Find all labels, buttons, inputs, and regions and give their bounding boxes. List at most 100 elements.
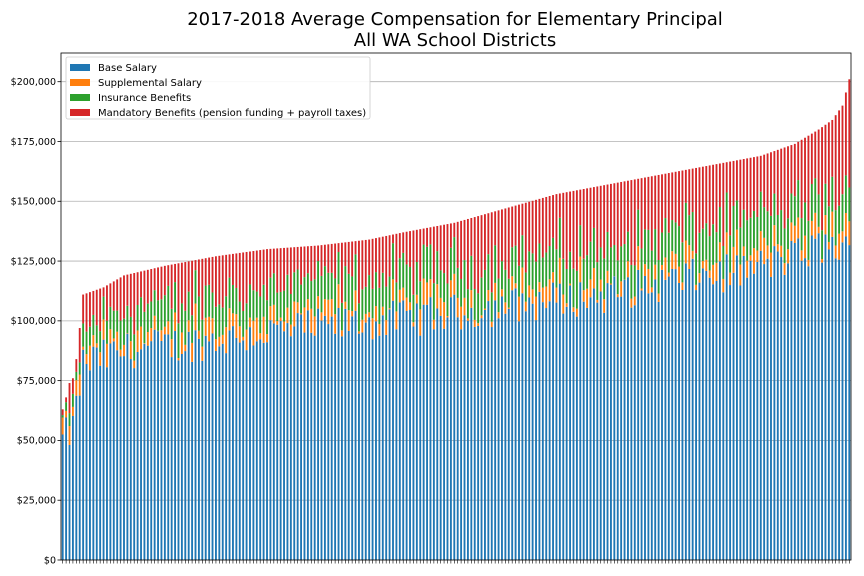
bar-segment: [541, 287, 544, 303]
bar-segment: [146, 269, 149, 304]
bars-group: [61, 79, 851, 561]
bar-segment: [313, 316, 316, 336]
bar-segment: [555, 287, 558, 303]
bar-segment: [661, 174, 663, 233]
bar-segment: [701, 228, 704, 261]
bar-segment: [65, 397, 68, 403]
bar-segment: [507, 308, 510, 560]
bar-segment: [814, 131, 817, 179]
bar-segment: [463, 315, 466, 560]
bar-segment: [596, 262, 599, 300]
bar-segment: [419, 309, 422, 336]
bar-segment: [650, 250, 653, 288]
bar-segment: [415, 229, 418, 262]
bar-segment: [664, 257, 667, 280]
bar-segment: [266, 249, 268, 301]
bar-segment: [501, 296, 503, 560]
bar-segment: [358, 333, 360, 560]
bar-segment: [749, 260, 752, 560]
bar-segment: [610, 283, 612, 285]
bar-segment: [552, 282, 554, 560]
bar-segment: [95, 289, 98, 326]
bar-segment: [232, 326, 234, 560]
bar-segment: [136, 330, 139, 352]
bar-segment: [575, 308, 578, 317]
bar-segment: [603, 312, 606, 560]
bar-segment: [249, 327, 251, 560]
bar-segment: [654, 264, 657, 280]
bar-segment: [330, 272, 333, 300]
bar-segment: [684, 240, 687, 264]
bar-segment: [112, 338, 115, 342]
bar-segment: [245, 350, 248, 560]
bar-segment: [78, 328, 81, 363]
bar-segment: [99, 331, 102, 353]
bar-segment: [804, 235, 806, 259]
bar-segment: [61, 409, 64, 416]
bar-segment: [630, 307, 633, 560]
bar-segment: [484, 214, 486, 270]
bar-segment: [340, 336, 343, 560]
bar-segment: [320, 320, 323, 560]
bar-segment: [252, 290, 255, 321]
bar-segment: [753, 248, 755, 274]
bar-segment: [310, 332, 313, 560]
bar-segment: [225, 327, 228, 354]
bar-segment: [484, 308, 486, 310]
bar-segment: [575, 190, 578, 271]
bar-segment: [415, 261, 418, 295]
bar-segment: [569, 285, 572, 560]
bar-segment: [89, 345, 91, 371]
bar-segment: [678, 171, 680, 227]
bar-segment: [123, 356, 125, 560]
bar-segment: [732, 160, 735, 206]
bar-segment: [834, 258, 837, 560]
bar-segment: [797, 238, 800, 560]
bar-segment: [718, 261, 721, 560]
bar-segment: [531, 289, 534, 304]
bar-segment: [657, 260, 660, 294]
bar-segment: [99, 288, 102, 332]
bar-segment: [770, 276, 772, 560]
bar-segment: [415, 303, 418, 560]
bar-segment: [817, 233, 820, 560]
legend-label: Mandatory Benefits (pension funding + pa…: [98, 108, 366, 119]
bar-segment: [344, 308, 347, 560]
bar-segment: [191, 260, 194, 316]
bar-segment: [756, 250, 759, 262]
bar-segment: [323, 299, 326, 316]
bar-segment: [439, 297, 442, 316]
bar-segment: [449, 247, 452, 281]
bar-segment: [729, 285, 732, 560]
bar-segment: [109, 283, 112, 307]
bar-segment: [684, 202, 687, 241]
bar-segment: [208, 316, 211, 342]
bar-segment: [504, 208, 507, 270]
bar-segment: [637, 178, 640, 210]
bar-segment: [807, 259, 810, 267]
bar-segment: [429, 279, 432, 298]
bar-segment: [538, 291, 541, 560]
bar-segment: [143, 343, 146, 560]
bar-segment: [191, 315, 194, 343]
bar-segment: [215, 350, 217, 560]
bar-segment: [395, 329, 398, 560]
bar-segment: [92, 314, 95, 336]
bar-segment: [695, 290, 697, 560]
bar-segment: [698, 273, 701, 283]
bar-segment: [831, 119, 834, 177]
bar-segment: [623, 279, 626, 560]
bar-segment: [317, 308, 320, 560]
legend-swatch: [70, 94, 90, 101]
bar-segment: [95, 347, 98, 560]
bar-segment: [378, 287, 381, 324]
bar-segment: [140, 271, 142, 298]
bar-segment: [817, 129, 820, 195]
bar-segment: [215, 339, 217, 351]
bar-segment: [150, 341, 153, 560]
bar-segment: [235, 287, 238, 315]
bar-segment: [569, 191, 572, 252]
bar-segment: [429, 227, 432, 245]
bar-segment: [838, 233, 841, 260]
bar-segment: [184, 262, 187, 311]
